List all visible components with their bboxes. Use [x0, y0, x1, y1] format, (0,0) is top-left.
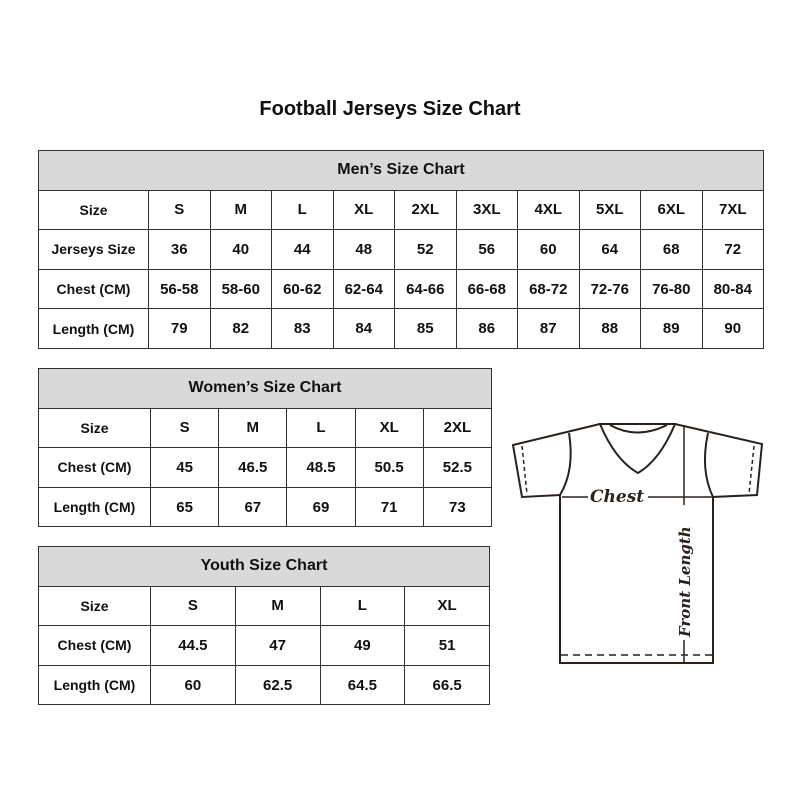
table-cell: 2XL: [422, 407, 493, 449]
table-cell: 44.5: [150, 625, 236, 666]
table-cell: 48: [332, 229, 395, 270]
table-cell: 62.5: [234, 664, 321, 706]
table-cell: 87: [517, 308, 580, 349]
table-row: Chest (CM) 44.5 47 49 51: [38, 625, 490, 666]
table-cell: 40: [209, 229, 272, 270]
table-cell: 64.5: [319, 664, 406, 706]
table-cell: 60-62: [271, 268, 334, 310]
row-label: Chest (CM): [38, 625, 151, 666]
table-cell: 82: [209, 308, 272, 349]
table-cell: 86: [455, 308, 518, 349]
table-cell: L: [286, 407, 356, 449]
table-row: Jerseys Size 36 40 44 48 52 56 60 64 68 72: [38, 229, 764, 270]
table-cell: 67: [218, 486, 288, 528]
table-cell: 68: [640, 229, 703, 270]
table-cell: 88: [578, 308, 641, 349]
table-cell: XL: [354, 407, 424, 449]
row-label: Length (CM): [38, 664, 151, 706]
table-cell: 50.5: [354, 447, 424, 488]
table-cell: XL: [404, 585, 490, 627]
table-cell: 69: [286, 486, 356, 528]
page-title: Football Jerseys Size Chart: [259, 98, 521, 120]
table-row: Length (CM) 65 67 69 71 73: [38, 486, 493, 528]
table-cell: 52.5: [422, 447, 493, 488]
front-length-label: Front Length: [676, 526, 694, 638]
table-cell: 65: [149, 486, 220, 528]
table-cell: 36: [148, 229, 211, 270]
table-cell: 62-64: [332, 268, 395, 310]
table-cell: M: [218, 407, 288, 449]
mens-heading: Men’s Size Chart: [38, 150, 764, 191]
table-cell: L: [319, 585, 406, 627]
table-cell: XL: [332, 189, 395, 231]
youth-size-table: Youth Size Chart Size S M L XL Chest (CM) 44.5…: [38, 546, 490, 706]
table-cell: 72-76: [578, 268, 641, 310]
row-label: Size: [38, 407, 151, 449]
table-cell: M: [234, 585, 321, 627]
row-label: Chest (CM): [38, 447, 151, 488]
table-cell: 85: [394, 308, 457, 349]
table-cell: 84: [332, 308, 395, 349]
row-label: Jerseys Size: [38, 229, 149, 270]
table-cell: 6XL: [640, 189, 703, 231]
row-label: Size: [38, 585, 151, 627]
womens-size-table: Women’s Size Chart Size S M L XL 2XL Chest (CM…: [38, 368, 493, 528]
table-cell: 7XL: [701, 189, 764, 231]
table-row: Size S M L XL 2XL: [38, 407, 493, 449]
table-cell: 45: [149, 447, 220, 488]
youth-heading: Youth Size Chart: [38, 546, 490, 587]
table-row: Length (CM) 60 62.5 64.5 66.5: [38, 664, 490, 706]
table-cell: 5XL: [578, 189, 641, 231]
chest-label: Chest: [590, 487, 644, 507]
table-cell: 76-80: [640, 268, 703, 310]
table-cell: 49: [319, 625, 406, 666]
row-label: Length (CM): [38, 486, 151, 528]
row-label: Size: [38, 189, 149, 231]
table-cell: 44: [271, 229, 334, 270]
table-cell: L: [271, 189, 334, 231]
table-row: Size S M L XL 2XL 3XL 4XL 5XL 6XL 7XL: [38, 189, 764, 231]
mens-size-table: Men’s Size Chart Size S M L XL 2XL 3XL 4XL 5XL 6X…: [38, 150, 764, 349]
table-cell: 56-58: [148, 268, 211, 310]
table-cell: 80-84: [701, 268, 764, 310]
table-cell: 66-68: [455, 268, 518, 310]
table-cell: 47: [234, 625, 321, 666]
table-cell: S: [149, 407, 220, 449]
table-row: Chest (CM) 45 46.5 48.5 50.5 52.5: [38, 447, 493, 488]
table-cell: 60: [150, 664, 236, 706]
table-cell: 68-72: [517, 268, 580, 310]
table-cell: 51: [404, 625, 490, 666]
table-row: Size S M L XL: [38, 585, 490, 627]
table-cell: S: [150, 585, 236, 627]
womens-heading: Women’s Size Chart: [38, 368, 492, 409]
table-cell: 48.5: [286, 447, 356, 488]
table-cell: 60: [517, 229, 580, 270]
table-cell: 66.5: [404, 664, 490, 706]
table-row: Length (CM) 79 82 83 84 85 86 87 88 89 90: [38, 308, 764, 349]
jersey-outline: [511, 423, 764, 664]
table-cell: 71: [354, 486, 424, 528]
row-label: Length (CM): [38, 308, 149, 349]
table-cell: 73: [422, 486, 493, 528]
table-cell: 90: [701, 308, 764, 349]
table-cell: 79: [148, 308, 211, 349]
